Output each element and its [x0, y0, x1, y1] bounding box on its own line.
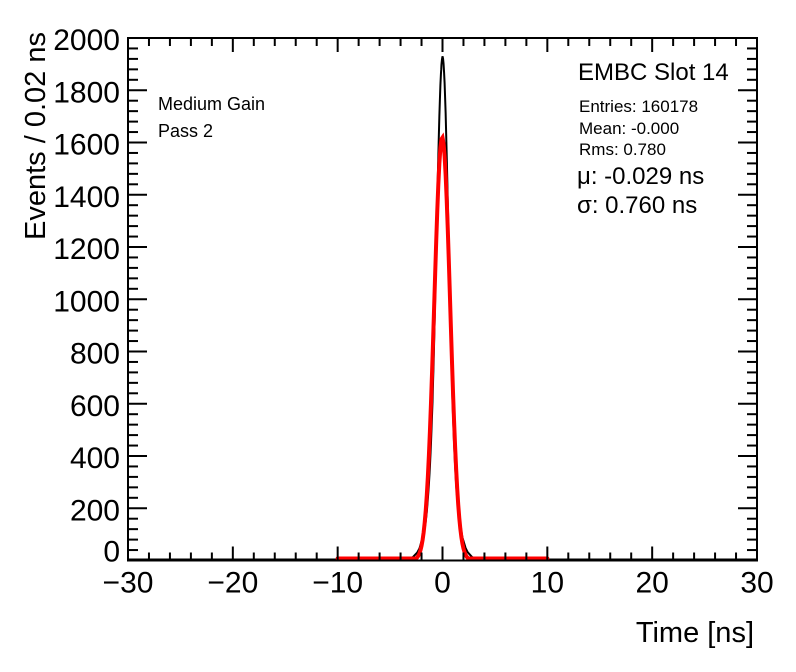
y-axis-title: Events / 0.02 ns: [20, 32, 52, 240]
y-tick-label: 200: [70, 494, 120, 527]
stat-mean: Mean: -0.000: [579, 119, 680, 138]
y-tick-label: 1800: [53, 76, 120, 109]
gain-label: Medium Gain: [158, 94, 266, 114]
y-tick-label: 2000: [53, 24, 120, 57]
x-tick-label: −30: [103, 567, 154, 600]
y-tick-label: 1200: [53, 233, 120, 266]
fit-mu: μ: -0.029 ns: [577, 163, 705, 190]
slot-label: EMBC Slot 14: [578, 59, 729, 86]
x-tick-label: −10: [312, 567, 363, 600]
fit-line: [335, 132, 550, 561]
y-tick-label: 0: [103, 536, 120, 569]
y-tick-label: 1000: [53, 285, 120, 318]
stat-entries: Entries: 160178: [579, 97, 699, 116]
y-tick-label: 1600: [53, 129, 120, 162]
fit-sigma: σ: 0.760 ns: [577, 192, 698, 219]
y-tick-label: 1400: [53, 181, 120, 214]
y-tick-label: 600: [70, 390, 120, 423]
x-tick-label: 0: [434, 567, 451, 600]
y-tick-label: 400: [70, 442, 120, 475]
x-axis-title: Time [ns]: [635, 617, 754, 649]
x-tick-label: −20: [207, 567, 258, 600]
pass-label: Pass 2: [158, 121, 214, 141]
y-tick-label: 800: [70, 338, 120, 371]
x-tick-label: 30: [740, 567, 773, 600]
x-tick-label: 10: [531, 567, 564, 600]
x-tick-label: 20: [635, 567, 668, 600]
stat-rms: Rms: 0.780: [579, 140, 666, 159]
